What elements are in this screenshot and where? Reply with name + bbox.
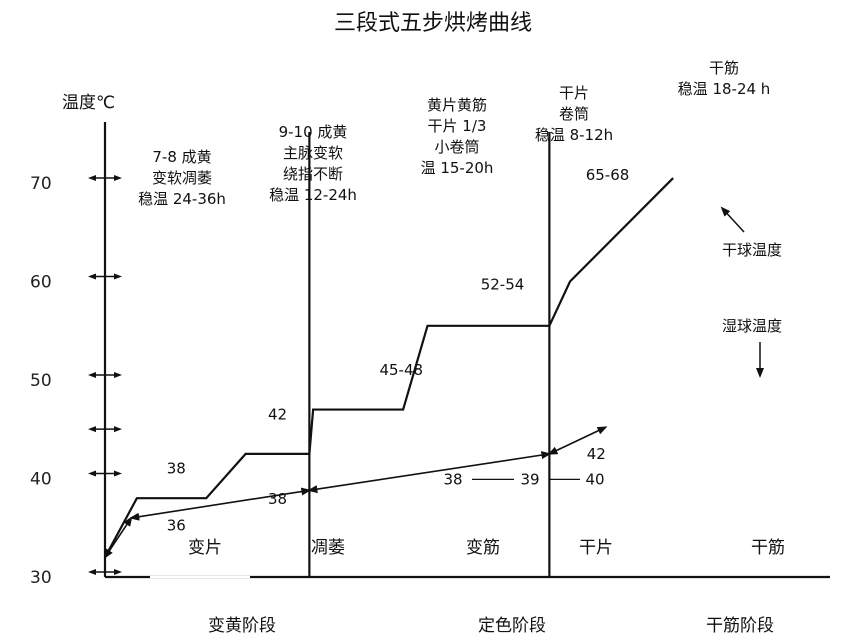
step-note-line: 干片 xyxy=(559,84,589,102)
step-name: 变筋 xyxy=(466,538,500,558)
data-label: 38 xyxy=(268,490,287,508)
stage-name: 变黄阶段 xyxy=(208,616,276,636)
temp-row-label: 40 xyxy=(585,470,604,488)
step-name: 变片 xyxy=(188,538,222,558)
step-note-line: 干筋 xyxy=(709,59,739,77)
data-label: 52-54 xyxy=(481,275,525,293)
y-tick-labels: 30 40 50 60 70 xyxy=(30,174,52,588)
step-note-line: 7-8 成黄 xyxy=(152,148,211,166)
series-wet-bulb-segment xyxy=(547,426,608,455)
step-note-line: 稳温 18-24 h xyxy=(678,80,771,98)
series-wet-bulb-segment xyxy=(129,487,312,521)
step-note-line: 变软凋萎 xyxy=(152,169,212,187)
y-tick-label: 70 xyxy=(30,174,52,194)
step-note-line: 稳温 12-24h xyxy=(269,186,357,204)
y-axis-label: 温度℃ xyxy=(62,93,115,113)
chart-title: 三段式五步烘烤曲线 xyxy=(334,11,532,36)
series-wet-bulb-segment xyxy=(103,516,133,559)
temp-row-label: 39 xyxy=(520,470,539,488)
stage-name: 定色阶段 xyxy=(478,616,546,636)
data-label: 45-48 xyxy=(379,361,423,379)
step-note-line: 干片 1/3 xyxy=(428,117,487,135)
y-tick-label: 50 xyxy=(30,371,52,391)
step-name: 干片 xyxy=(579,538,613,558)
data-label: 65-68 xyxy=(586,166,630,184)
data-label: 42 xyxy=(587,445,606,463)
data-label: 36 xyxy=(167,517,186,535)
step-note-line: 稳温 24-36h xyxy=(138,190,226,208)
data-label: 38 xyxy=(167,460,186,478)
temp-row-label: 38 xyxy=(443,470,462,488)
series-wet-bulb-segment xyxy=(307,451,552,494)
step-name: 干筋 xyxy=(751,538,785,558)
y-tick-label: 40 xyxy=(30,470,52,490)
data-label: 42 xyxy=(268,405,287,423)
y-tick-label: 60 xyxy=(30,273,52,293)
stage-name: 干筋阶段 xyxy=(706,616,774,636)
step-note-line: 9-10 成黄 xyxy=(279,123,348,141)
step-note-line: 卷筒 xyxy=(559,105,589,123)
step-note-line: 黄片黄筋 xyxy=(427,96,487,114)
legend-dry-bulb-label: 干球温度 xyxy=(722,241,782,259)
legend-dry-bulb-pointer xyxy=(720,206,745,233)
step-note-line: 绕指不断 xyxy=(283,165,343,183)
step-name: 凋萎 xyxy=(311,538,345,558)
step-note-line: 稳温 8-12h xyxy=(535,126,613,144)
step-note-line: 小卷筒 xyxy=(434,138,479,156)
step-note-line: 温 15-20h xyxy=(421,159,494,177)
y-tick-label: 30 xyxy=(30,568,52,588)
series-layer xyxy=(103,177,674,559)
legend-wet-bulb-label: 湿球温度 xyxy=(722,317,782,335)
step-note-line: 主脉变软 xyxy=(283,144,343,162)
